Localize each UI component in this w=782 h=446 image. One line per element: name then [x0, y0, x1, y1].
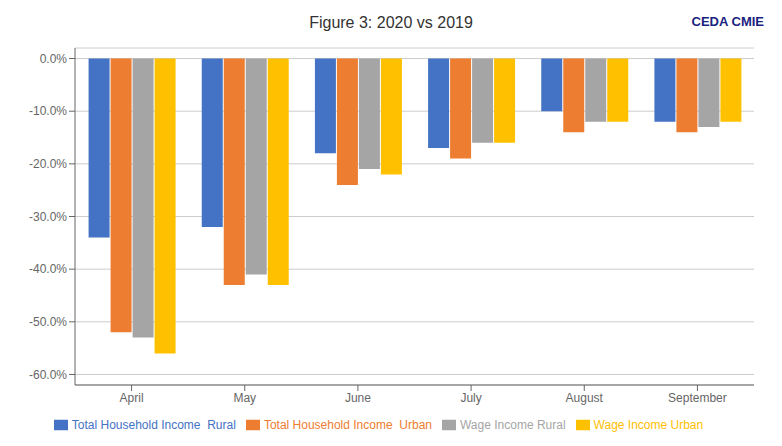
svg-text:-50.0%: -50.0% — [29, 315, 67, 329]
html-text:Total Household Income Urban: Total Household Income Urban — [263, 418, 432, 432]
html-text:Wage Income Rural: Wage Income Rural — [460, 418, 566, 432]
svg-text:-20.0%: -20.0% — [29, 157, 67, 171]
svg-text:August: August — [566, 391, 604, 405]
svg-text:-60.0%: -60.0% — [29, 368, 67, 382]
html-text:Figure 3: 2020 vs 2019: Figure 3: 2020 vs 2019 — [309, 14, 473, 31]
html-text:Total Household Income Rural: Total Household Income Rural — [71, 418, 236, 432]
html-text:CEDA CMIE: CEDA CMIE — [691, 14, 764, 29]
svg-text:April: April — [120, 391, 144, 405]
svg-text:May: May — [233, 391, 256, 405]
html-text:Wage Income Urban: Wage Income Urban — [593, 418, 704, 432]
svg-text:July: July — [460, 391, 481, 405]
svg-text:-30.0%: -30.0% — [29, 210, 67, 224]
svg-text:June: June — [345, 391, 371, 405]
svg-text:0.0%: 0.0% — [40, 52, 68, 66]
svg-text:-40.0%: -40.0% — [29, 262, 67, 276]
svg-text:-10.0%: -10.0% — [29, 104, 67, 118]
svg-text:September: September — [668, 391, 727, 405]
